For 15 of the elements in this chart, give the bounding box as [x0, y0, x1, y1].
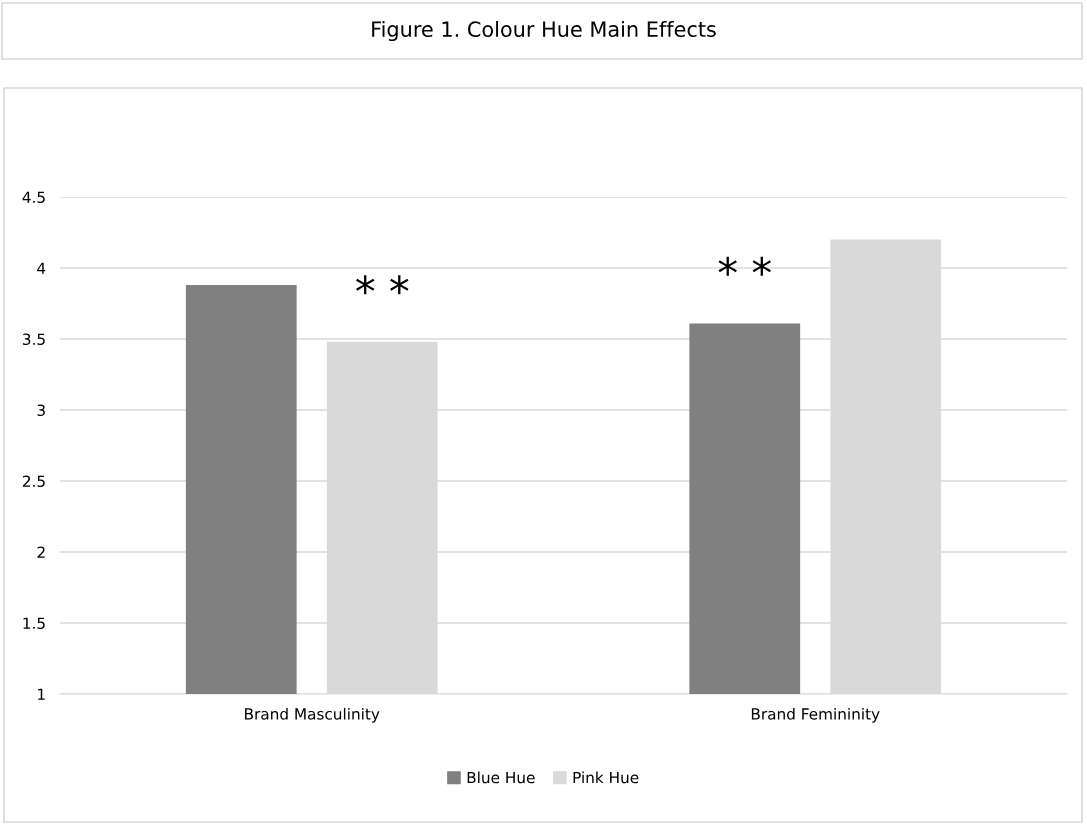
- annotation: * *: [718, 256, 771, 276]
- legend-label: Pink Hue: [573, 771, 639, 784]
- y-tick-label: 4: [37, 262, 46, 274]
- x-tick-label: Brand Masculinity: [245, 707, 380, 723]
- y-tick-label: 1.5: [23, 617, 45, 630]
- annotation: * *: [356, 275, 409, 295]
- y-tick-label: 3: [37, 404, 45, 417]
- x-tick-label: Brand Femininity: [751, 707, 880, 723]
- y-tick-label: 2: [37, 546, 45, 558]
- chart-title: Figure 1. Colour Hue Main Effects: [372, 20, 716, 42]
- y-tick-label: 3.5: [22, 333, 45, 346]
- y-tick-label: 4.5: [22, 191, 45, 204]
- y-tick-label: 1: [38, 688, 45, 700]
- y-tick-label: 2.5: [22, 475, 45, 488]
- legend-label: Blue Hue: [467, 771, 535, 784]
